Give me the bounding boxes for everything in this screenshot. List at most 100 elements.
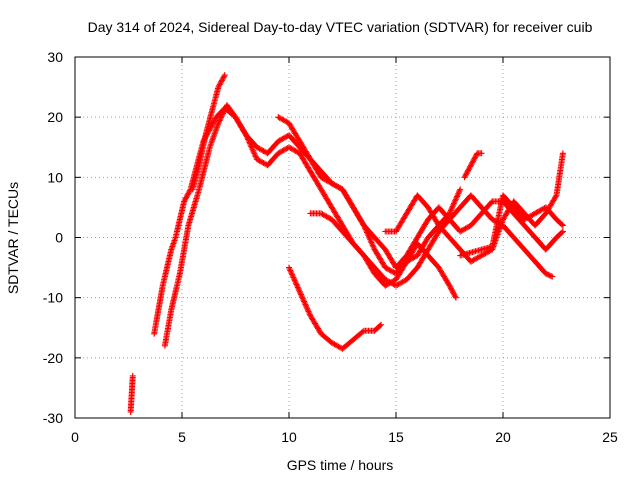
data-point — [219, 110, 226, 117]
y-tick-label: 10 — [47, 169, 63, 185]
data-point — [558, 229, 565, 236]
data-point — [454, 192, 461, 199]
data-point — [211, 116, 218, 123]
x-tick-label: 10 — [281, 429, 297, 445]
data-point — [297, 291, 304, 298]
series-track-j — [457, 192, 566, 259]
data-point — [449, 204, 456, 211]
data-point — [216, 118, 223, 125]
data-point — [378, 321, 385, 328]
data-point — [461, 174, 468, 181]
y-axis-title: SDTVAR / TECUs — [5, 182, 21, 294]
data-point — [367, 238, 374, 245]
data-point — [252, 153, 259, 160]
data-point — [451, 291, 458, 298]
data-point — [304, 305, 311, 312]
data-point — [448, 286, 455, 293]
data-point — [452, 196, 459, 203]
data-point — [467, 162, 474, 169]
data-point — [216, 81, 223, 88]
data-point — [246, 140, 253, 147]
x-tick-label: 20 — [495, 429, 511, 445]
data-point — [245, 137, 252, 144]
data-point — [366, 235, 373, 242]
x-tick-label: 5 — [178, 429, 186, 445]
data-point — [286, 264, 292, 271]
y-tick-label: 20 — [47, 109, 63, 125]
series-track-a — [127, 372, 136, 415]
data-point — [449, 287, 456, 294]
data-point — [359, 328, 366, 335]
data-point — [367, 236, 374, 243]
data-point — [218, 78, 225, 85]
data-point — [552, 193, 559, 200]
data-point — [546, 272, 553, 279]
data-point — [545, 271, 552, 278]
data-point — [450, 290, 457, 297]
data-point — [215, 120, 222, 127]
y-tick-label: -30 — [43, 410, 63, 426]
data-point — [463, 170, 470, 177]
data-point — [559, 228, 566, 235]
data-point — [291, 275, 298, 282]
data-point — [185, 190, 192, 197]
data-point — [457, 186, 464, 193]
data-point — [452, 197, 459, 204]
data-point — [464, 168, 471, 175]
y-tick-label: -20 — [43, 350, 63, 366]
data-point — [462, 172, 469, 179]
data-point — [558, 221, 565, 228]
y-tick-label: -10 — [43, 290, 63, 306]
data-point — [467, 163, 474, 170]
data-point — [296, 288, 303, 295]
data-point — [448, 206, 455, 213]
data-point — [209, 120, 216, 127]
data-point — [542, 270, 549, 277]
data-point — [295, 285, 302, 292]
data-point — [452, 293, 459, 300]
data-point — [290, 274, 297, 281]
data-point — [462, 171, 469, 178]
data-point — [210, 119, 217, 126]
data-point — [184, 191, 191, 198]
data-point — [286, 265, 293, 272]
data-point — [296, 287, 303, 294]
data-point — [471, 155, 478, 162]
data-point — [215, 84, 222, 91]
data-point — [472, 152, 479, 159]
data-point — [220, 74, 227, 81]
data-point — [452, 294, 459, 301]
data-point — [289, 271, 296, 278]
data-point — [292, 280, 299, 287]
x-axis-title: GPS time / hours — [287, 457, 394, 473]
data-point — [183, 193, 190, 200]
data-point — [221, 107, 228, 114]
data-point — [370, 245, 377, 252]
data-point — [549, 273, 556, 280]
series-track-i — [461, 150, 485, 181]
data-point — [219, 76, 226, 83]
x-tick-label: 0 — [71, 429, 79, 445]
data-point — [299, 295, 306, 302]
data-point — [181, 198, 188, 205]
data-point — [247, 142, 254, 149]
data-point — [287, 268, 294, 275]
data-point — [369, 240, 376, 247]
data-point — [306, 311, 313, 318]
data-point — [465, 166, 472, 173]
data-point — [243, 133, 250, 140]
data-point — [472, 154, 479, 161]
data-point — [447, 207, 454, 214]
data-point — [306, 309, 313, 316]
data-point — [466, 164, 473, 171]
data-point — [450, 201, 457, 208]
data-point — [243, 132, 250, 139]
data-point — [447, 283, 454, 290]
data-point — [454, 193, 461, 200]
data-point — [544, 271, 551, 278]
data-point — [221, 72, 228, 79]
y-tick-label: 0 — [55, 230, 63, 246]
data-point — [301, 298, 308, 305]
x-tick-label: 25 — [602, 429, 618, 445]
data-point — [294, 282, 301, 289]
